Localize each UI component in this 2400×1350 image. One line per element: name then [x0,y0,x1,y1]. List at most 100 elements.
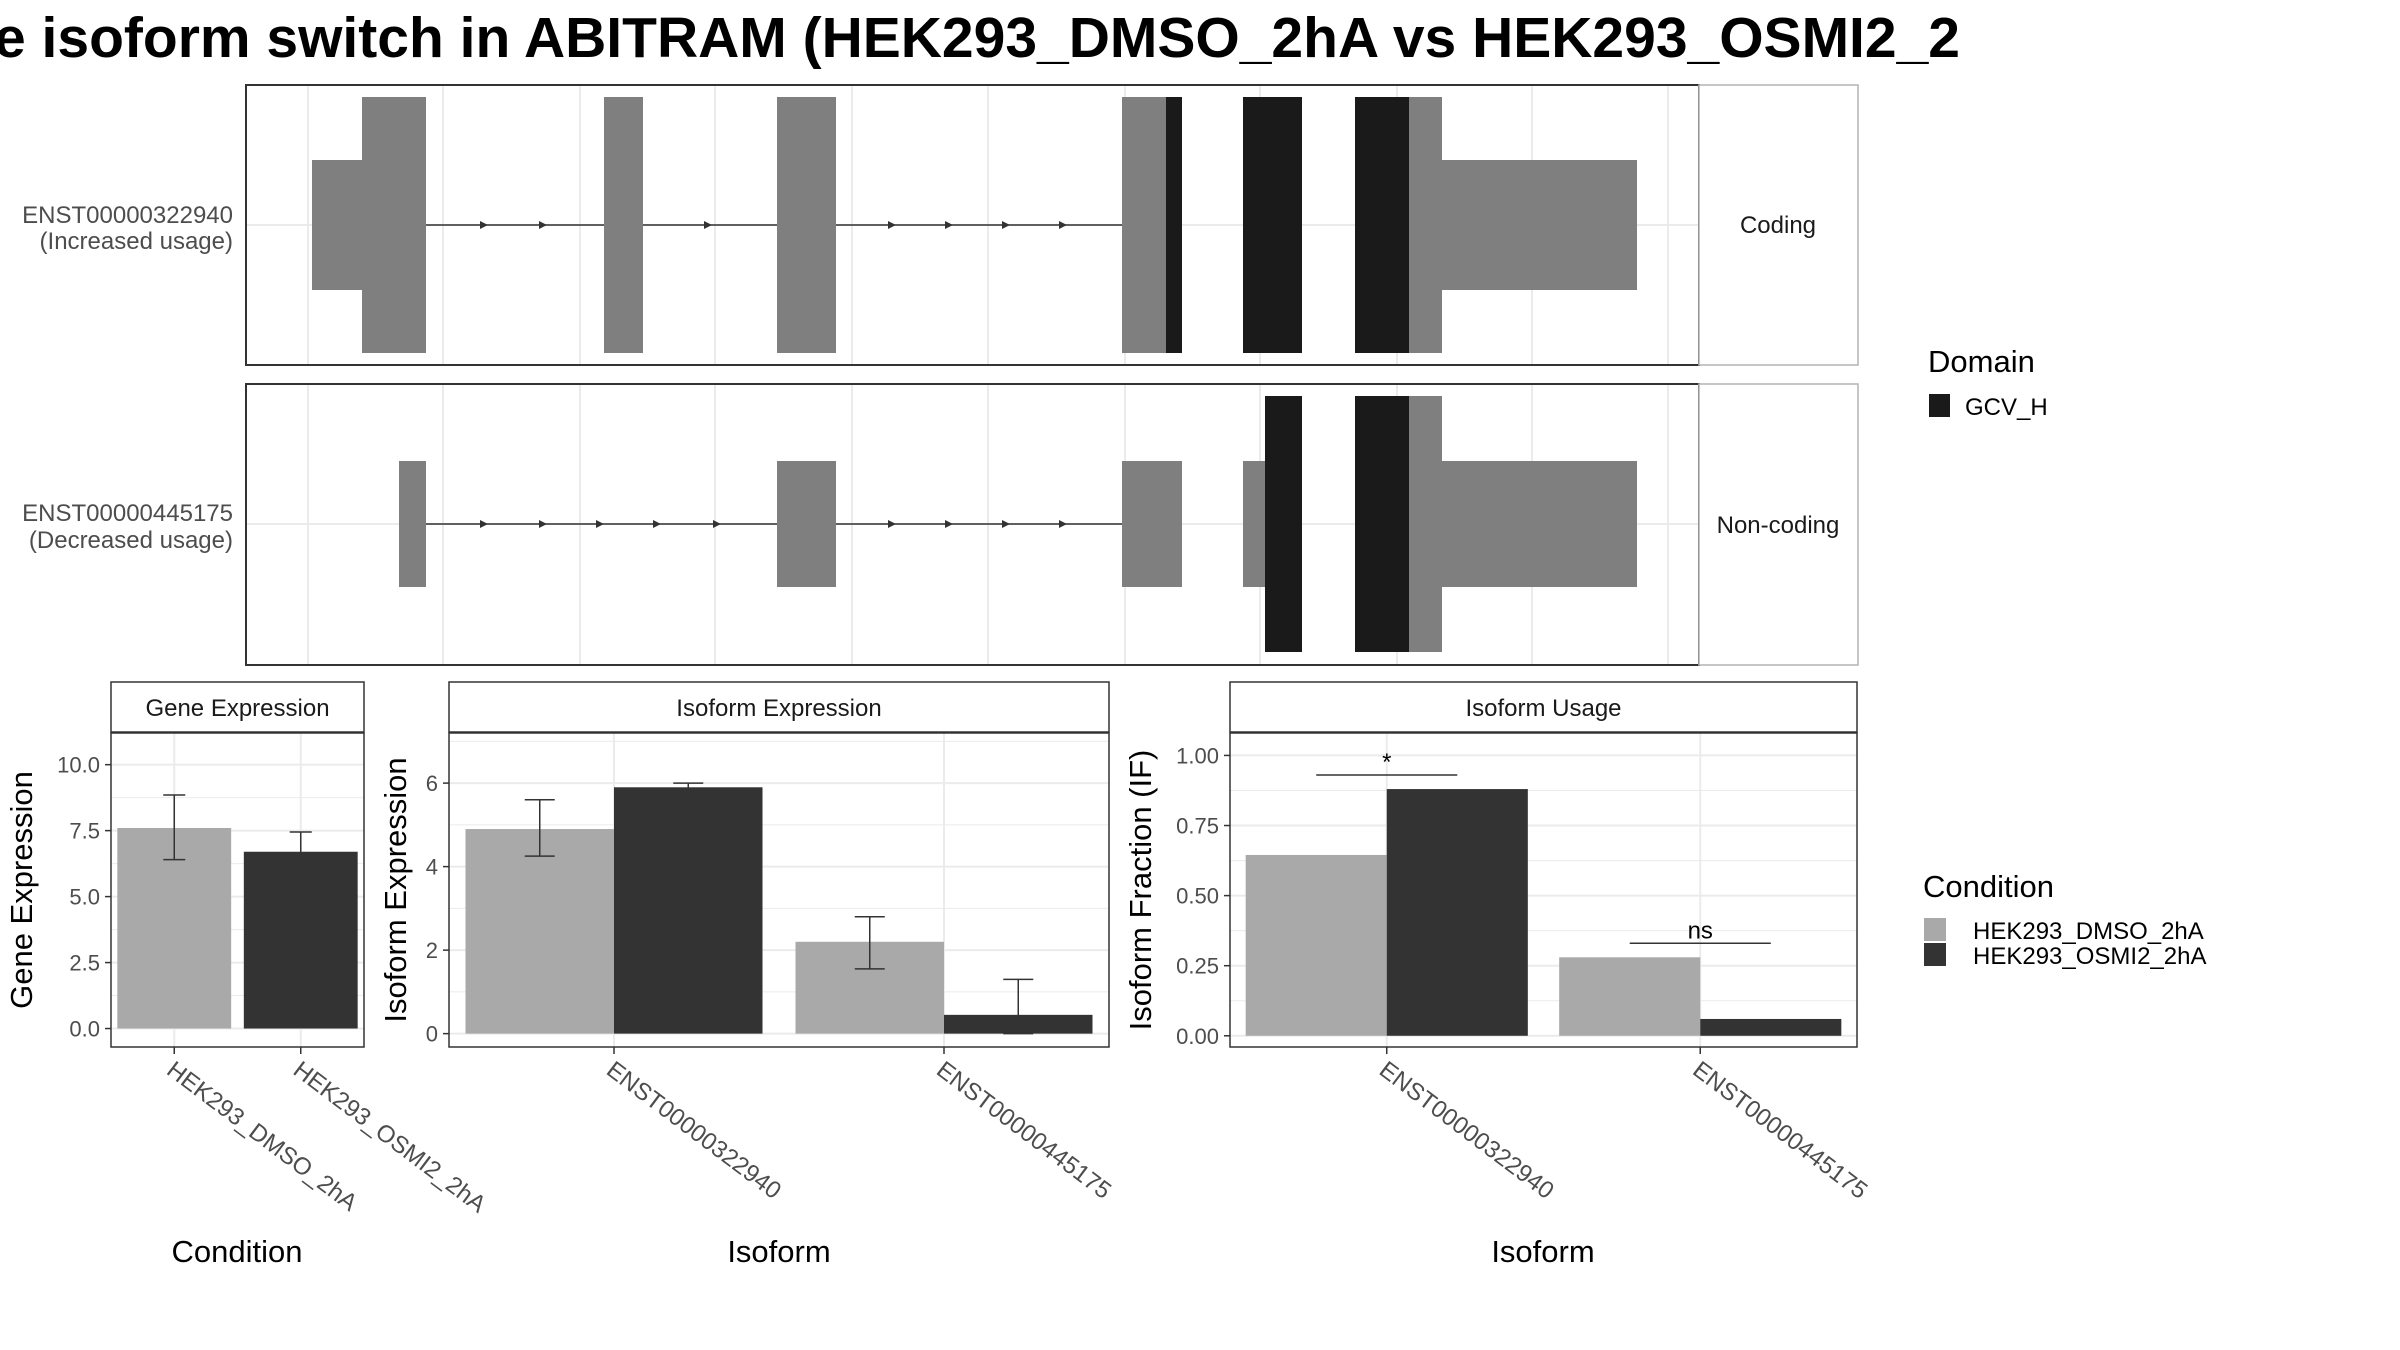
domain-block [1355,97,1409,353]
panel-border [448,732,1110,1048]
y-tick-label: 2.5 [69,951,100,976]
y-tick-label: 6 [426,771,438,796]
condition-legend-swatch-osmi [1924,943,1946,966]
strip-label: Isoform Usage [1465,695,1621,722]
y-axis-title: Isoform Fraction (IF) [1123,750,1158,1031]
strip-box [448,681,1110,733]
transcript-id-1: ENST00000322940 [22,202,233,229]
strand-arrow [888,221,896,229]
strand-arrow [1002,221,1010,229]
figure-title: e isoform switch in ABITRAM (HEK293_DMSO… [0,6,1960,70]
exon-block [312,160,364,290]
transcript-usage-1: (Increased usage) [40,228,233,255]
domain-legend-swatch [1929,394,1950,417]
exon-block [399,461,426,587]
transcript-type-coding: Coding [1740,212,1816,239]
transcript-strip-1: Coding [1698,84,1859,366]
strand-arrow [945,221,953,229]
bar [465,829,614,1034]
strand-arrow [653,520,661,528]
transcript-panel-1 [245,84,1700,366]
x-tick-label: ENST00000445175 [1688,1056,1873,1204]
bar [614,787,763,1034]
strip-label: Isoform Expression [676,695,881,722]
exon-block [1122,97,1166,353]
transcript-strip-2: Non-coding [1698,383,1859,666]
y-tick-label: 0.00 [1176,1024,1219,1049]
y-tick-label: 0.50 [1176,884,1219,909]
strip-box [1229,681,1858,733]
plot-area [449,733,1109,1047]
condition-legend-title: Condition [1923,869,2054,904]
exon-block [1409,396,1442,652]
transcript-id-2: ENST00000445175 [22,500,233,527]
domain-block [1166,97,1182,353]
bar [117,827,232,1029]
bar [1245,854,1387,1036]
y-tick-label: 0.0 [69,1017,100,1042]
exon-block [1122,461,1182,587]
y-tick-label: 4 [426,855,438,880]
transcript-type-noncoding: Non-coding [1717,512,1840,539]
plot-area [111,733,364,1047]
panel-border [110,732,365,1048]
strand-arrow [539,520,547,528]
exon-block [777,97,836,353]
x-axis-title: Condition [172,1234,303,1269]
strand-arrow [480,221,488,229]
transcript-structure-1 [312,97,1637,353]
y-axis-title: Isoform Expression [378,757,413,1022]
exon-block [1440,461,1637,587]
domain-legend: Domain GCV_H [1928,344,2048,421]
x-tick-label: ENST00000322940 [601,1056,786,1204]
transcript-usage-2: (Decreased usage) [29,527,233,554]
exon-block [777,461,836,587]
condition-legend-swatch-dmso [1924,918,1946,941]
condition-legend-label-osmi: HEK293_OSMI2_2hA [1973,943,2206,970]
condition-legend-label-dmso: HEK293_DMSO_2hA [1973,918,2204,945]
strand-arrow [1059,520,1067,528]
y-tick-label: 0.25 [1176,954,1219,979]
exon-block [1243,461,1266,587]
strand-arrow [945,520,953,528]
y-tick-label: 0 [426,1022,438,1047]
strand-arrow [539,221,547,229]
strand-arrow [1059,221,1067,229]
exon-block [1440,160,1637,290]
gene-expression-panel: Gene Expression Condition Gene Expressio… [4,681,491,1269]
bar [1559,957,1701,1036]
panel-border [1229,732,1858,1048]
x-axis-title: Isoform [1491,1234,1594,1269]
isoform-usage-panel: Isoform Usage Isoform Isoform Fraction (… [1123,681,1873,1269]
plot-area: * ns [1230,733,1857,1047]
transcript-panel-2 [245,383,1700,666]
transcript-structure-2 [399,396,1637,652]
bar [1386,789,1528,1036]
strand-arrow [1002,520,1010,528]
strand-arrow [888,520,896,528]
y-axis-title: Gene Expression [4,771,39,1009]
exon-block [1409,97,1442,353]
strand-arrow [713,520,721,528]
x-tick-label: ENST00000445175 [931,1056,1116,1204]
domain-block [1243,97,1302,353]
domain-block [1355,396,1409,652]
domain-legend-title: Domain [1928,344,2035,379]
strip-label: Gene Expression [145,695,329,722]
condition-legend: Condition HEK293_DMSO_2hA HEK293_OSMI2_2… [1923,869,2206,970]
isoform-expression-panel: Isoform Expression Isoform Isoform Expre… [378,681,1116,1269]
strand-arrow [596,520,604,528]
y-tick-label: 7.5 [69,819,100,844]
y-tick-label: 10.0 [57,753,100,778]
strip-box [110,681,365,733]
bar [243,851,358,1029]
y-tick-label: 1.00 [1176,743,1219,768]
domain-block [1265,396,1302,652]
x-tick-label: ENST00000322940 [1374,1056,1559,1204]
y-tick-label: 0.75 [1176,814,1219,839]
strand-arrow [704,221,712,229]
significance-label: * [1382,749,1391,776]
bar [1700,1018,1842,1036]
strand-arrow [480,520,488,528]
